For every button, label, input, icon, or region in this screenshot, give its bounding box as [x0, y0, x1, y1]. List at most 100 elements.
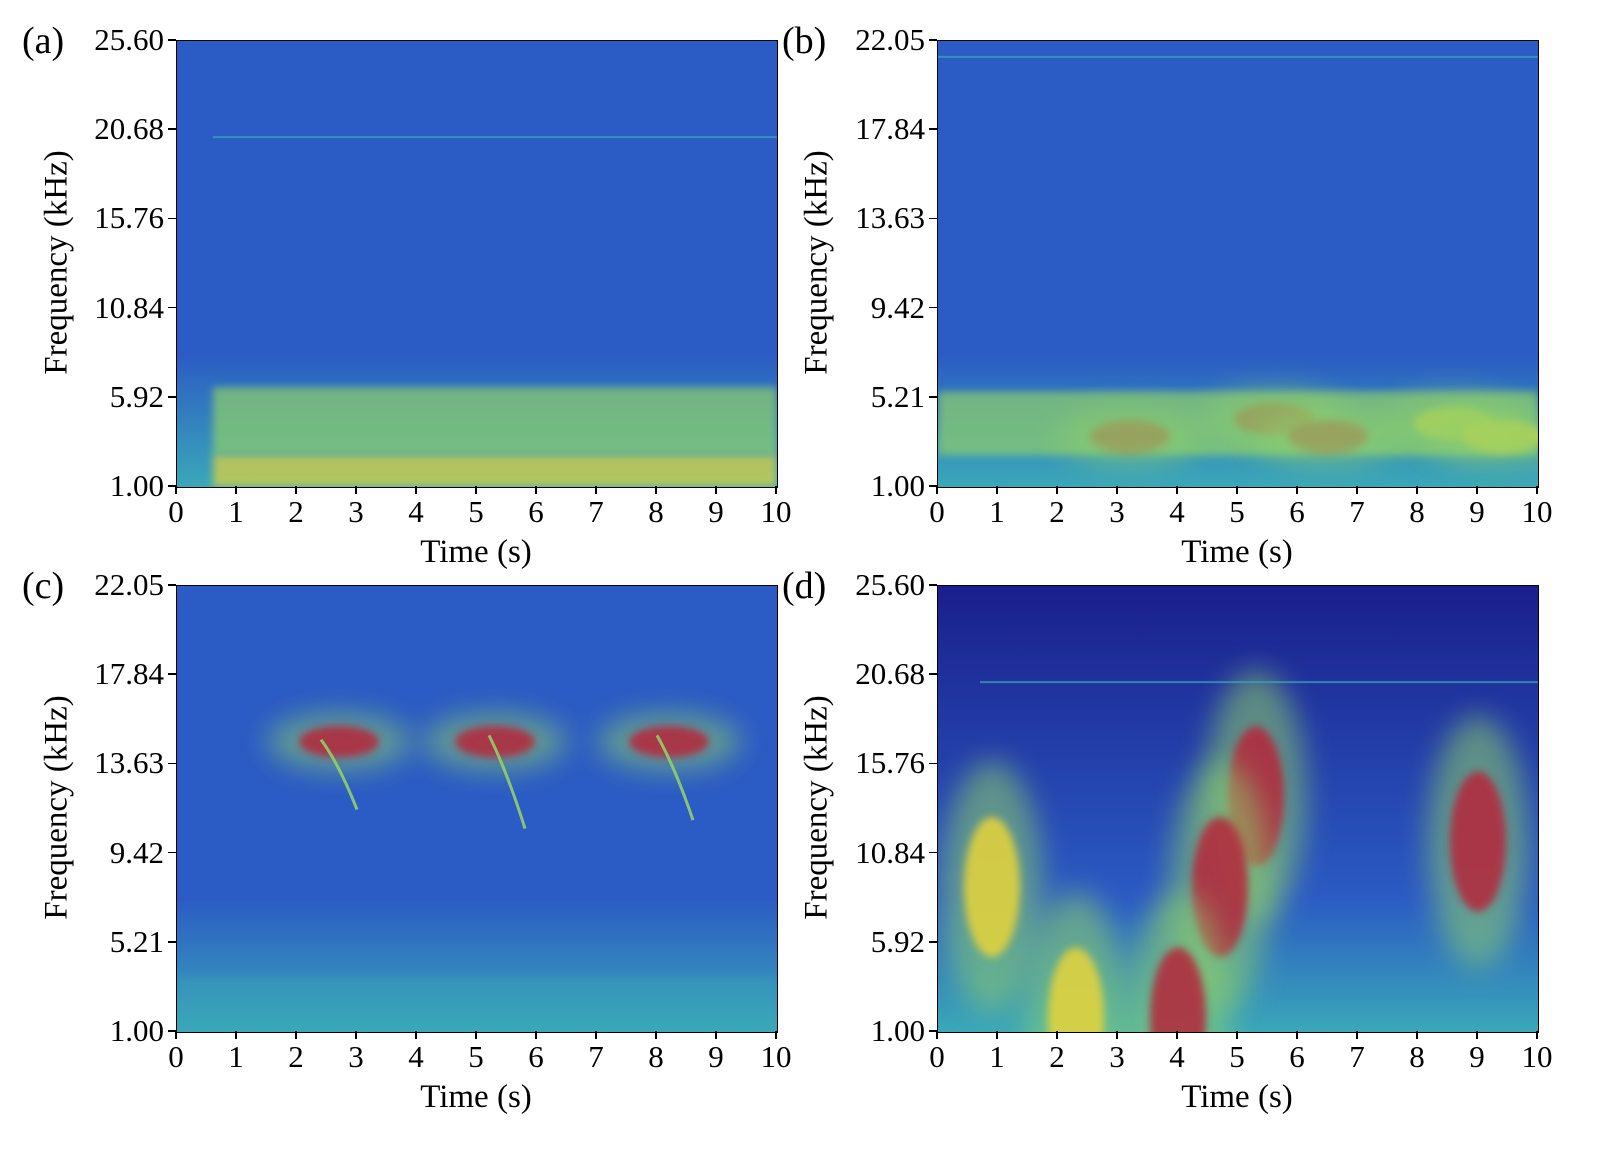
- y-tick-label: 17.84: [94, 656, 164, 692]
- x-tick-mark: [715, 486, 717, 494]
- y-tick-label: 5.92: [870, 923, 925, 959]
- energy-blob: [1025, 891, 1127, 1032]
- energy-band: [177, 976, 777, 1032]
- x-tick-label: 8: [1409, 494, 1425, 529]
- energy-band: [938, 391, 1538, 456]
- x-tick-label: 8: [1409, 1039, 1425, 1074]
- y-tick-mark: [168, 306, 176, 309]
- x-tick-label: 5: [1229, 1039, 1245, 1074]
- x-tick-label: 7: [1349, 494, 1365, 529]
- x-tick-mark: [1296, 1031, 1298, 1039]
- x-tick-mark: [1056, 486, 1058, 494]
- y-tick-label: 1.00: [109, 1013, 164, 1048]
- x-tick-mark: [936, 1031, 938, 1039]
- x-tick-label: 5: [468, 1039, 484, 1074]
- x-tick-label: 7: [588, 1039, 604, 1074]
- plot-area: [937, 40, 1539, 488]
- x-tick-mark: [655, 1031, 657, 1039]
- energy-band: [213, 454, 777, 487]
- y-tick-mark: [929, 584, 937, 586]
- x-tick-label: 4: [408, 494, 424, 529]
- y-tick-label: 9.42: [870, 289, 925, 325]
- y-tick-label: 25.60: [94, 22, 164, 57]
- x-axis-label: Time (s): [420, 1079, 532, 1115]
- spectrogram-svg: [177, 41, 777, 487]
- x-tick-mark: [235, 1031, 237, 1039]
- y-tick-mark: [929, 485, 937, 487]
- chirp-trace: [655, 734, 695, 821]
- x-tick-mark: [996, 1031, 998, 1039]
- energy-blob: [597, 712, 741, 771]
- y-tick-label: 20.68: [94, 111, 164, 147]
- plot-area: [176, 585, 778, 1033]
- spectrogram-svg: [938, 41, 1538, 487]
- x-tick-mark: [1476, 486, 1478, 494]
- x-tick-label: 4: [1169, 1039, 1185, 1074]
- x-tick-label: 6: [528, 1039, 544, 1074]
- x-tick-mark: [1176, 486, 1178, 494]
- x-tick-label: 10: [1521, 494, 1553, 529]
- y-tick-label: 9.42: [109, 834, 164, 870]
- x-tick-label: 2: [1049, 494, 1065, 529]
- x-tick-mark: [295, 486, 297, 494]
- y-tick-mark: [929, 1030, 937, 1032]
- x-tick-label: 9: [1469, 494, 1485, 529]
- y-tick-label: 17.84: [855, 111, 925, 147]
- x-tick-label: 0: [929, 494, 945, 529]
- y-tick-label: 5.21: [870, 378, 925, 414]
- y-tick-label: 5.21: [109, 923, 164, 959]
- y-tick-mark: [168, 485, 176, 487]
- y-tick-label: 22.05: [94, 567, 164, 602]
- y-tick-mark: [929, 217, 937, 220]
- y-tick-mark: [168, 851, 176, 854]
- x-tick-label: 9: [1469, 1039, 1485, 1074]
- spectrogram-panel-b: (b) Frequency (kHz) Time (s) 0 1 2 3 4 5 6 7 8 9 1…: [760, 0, 1617, 580]
- y-tick-mark: [929, 762, 937, 765]
- x-tick-mark: [1416, 486, 1418, 494]
- x-tick-label: 0: [929, 1039, 945, 1074]
- x-axis-label: Time (s): [420, 534, 532, 570]
- x-tick-label: 5: [1229, 494, 1245, 529]
- y-tick-mark: [929, 39, 937, 41]
- y-axis-label: Frequency (kHz): [798, 150, 835, 375]
- x-tick-label: 6: [1289, 494, 1305, 529]
- y-tick-label: 1.00: [870, 468, 925, 503]
- x-tick-mark: [415, 486, 417, 494]
- x-tick-mark: [1296, 486, 1298, 494]
- x-tick-mark: [715, 1031, 717, 1039]
- x-tick-mark: [1116, 1031, 1118, 1039]
- x-tick-mark: [535, 1031, 537, 1039]
- energy-blob: [1127, 891, 1229, 1032]
- y-tick-mark: [929, 851, 937, 854]
- x-tick-label: 8: [648, 494, 664, 529]
- panel-label: (b): [782, 20, 827, 62]
- y-tick-label: 10.84: [855, 834, 925, 870]
- x-tick-label: 3: [1109, 494, 1125, 529]
- x-axis-label: Time (s): [1181, 534, 1293, 570]
- y-tick-mark: [168, 39, 176, 41]
- panel-label: (a): [22, 20, 65, 62]
- y-tick-label: 10.84: [94, 289, 164, 325]
- y-tick-mark: [929, 941, 937, 943]
- plot-area: [937, 585, 1539, 1033]
- y-tick-mark: [168, 584, 176, 586]
- x-tick-label: 7: [588, 494, 604, 529]
- y-tick-mark: [168, 217, 176, 220]
- x-tick-label: 10: [1521, 1039, 1553, 1074]
- y-tick-label: 1.00: [870, 1013, 925, 1048]
- x-axis-label: Time (s): [1181, 1079, 1293, 1115]
- x-tick-label: 1: [228, 494, 244, 529]
- x-tick-mark: [1236, 1031, 1238, 1039]
- x-tick-label: 1: [228, 1039, 244, 1074]
- x-tick-mark: [355, 1031, 357, 1039]
- x-tick-mark: [1116, 486, 1118, 494]
- panel-label: (c): [22, 565, 65, 607]
- y-tick-label: 13.63: [855, 200, 925, 236]
- y-tick-mark: [168, 673, 176, 675]
- x-tick-mark: [235, 486, 237, 494]
- x-tick-label: 4: [408, 1039, 424, 1074]
- x-tick-mark: [1536, 486, 1538, 494]
- x-tick-label: 2: [1049, 1039, 1065, 1074]
- x-tick-label: 2: [288, 1039, 304, 1074]
- x-tick-label: 6: [1289, 1039, 1305, 1074]
